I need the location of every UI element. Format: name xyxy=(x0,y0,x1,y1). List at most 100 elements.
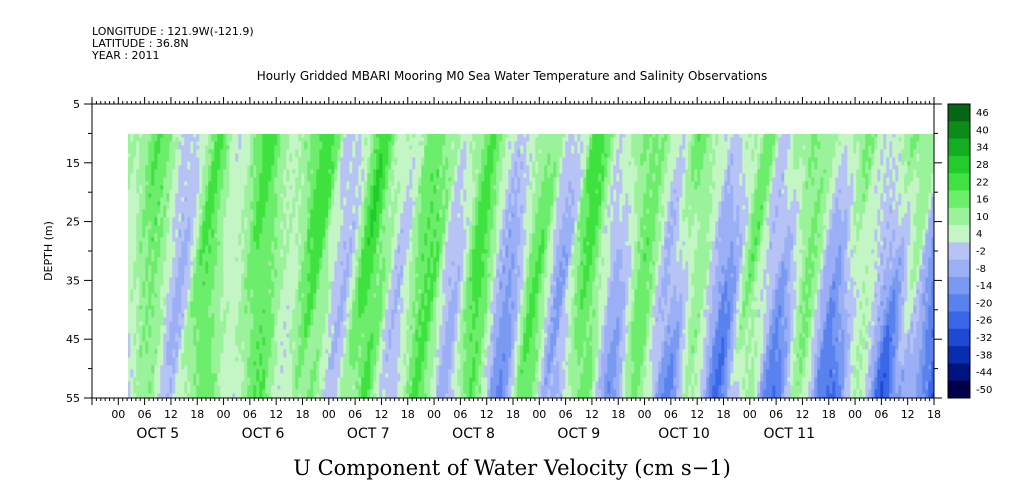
heatmap-cell xyxy=(277,241,281,246)
heatmap-cell xyxy=(151,137,155,142)
heatmap-cell xyxy=(292,253,296,258)
heatmap-cell xyxy=(250,221,254,226)
heatmap-cell xyxy=(211,377,215,382)
heatmap-cell xyxy=(208,381,212,386)
heatmap-cell xyxy=(232,249,236,254)
heatmap-cell xyxy=(217,177,221,182)
heatmap-cell xyxy=(250,341,254,346)
heatmap-cell xyxy=(160,333,164,338)
heatmap-cell xyxy=(223,229,227,234)
heatmap-cell xyxy=(190,293,194,298)
heatmap-cell xyxy=(274,273,278,278)
heatmap-cell xyxy=(199,329,203,334)
heatmap-cell xyxy=(217,381,221,386)
heatmap-cell xyxy=(163,137,167,142)
heatmap-cell xyxy=(172,329,176,334)
heatmap-cell xyxy=(238,337,242,342)
heatmap-cell xyxy=(259,161,263,166)
heatmap-cell xyxy=(292,134,296,138)
heatmap-cell xyxy=(139,349,143,354)
heatmap-cell xyxy=(208,341,212,346)
heatmap-cell xyxy=(226,373,230,378)
heatmap-cell xyxy=(292,393,296,398)
heatmap-cell xyxy=(271,285,275,290)
heatmap-cell xyxy=(274,261,278,266)
heatmap-cell xyxy=(145,377,149,382)
heatmap-cell xyxy=(247,333,251,338)
heatmap-cell xyxy=(304,253,308,258)
heatmap-cell xyxy=(319,185,323,190)
heatmap-cell xyxy=(283,145,287,150)
heatmap-cell xyxy=(256,173,260,178)
heatmap-cell xyxy=(295,157,299,162)
heatmap-cell xyxy=(148,309,152,314)
heatmap-cell xyxy=(259,341,263,346)
heatmap-cell xyxy=(286,301,290,306)
heatmap-cell xyxy=(241,241,245,246)
heatmap-cell xyxy=(148,249,152,254)
heatmap-cell xyxy=(292,285,296,290)
heatmap-cell xyxy=(340,205,344,210)
heatmap-cell xyxy=(223,333,227,338)
heatmap-cell xyxy=(256,137,260,142)
heatmap-cell xyxy=(292,149,296,154)
heatmap-cell xyxy=(178,389,182,394)
heatmap-cell xyxy=(319,321,323,326)
heatmap-cell xyxy=(283,377,287,382)
heatmap-cell xyxy=(211,365,215,370)
heatmap-cell xyxy=(271,213,275,218)
heatmap-cell xyxy=(205,341,209,346)
heatmap-cell xyxy=(283,345,287,350)
heatmap-cell xyxy=(166,245,170,250)
heatmap-cell xyxy=(304,261,308,266)
heatmap-cell xyxy=(205,257,209,262)
heatmap-cell xyxy=(205,333,209,338)
heatmap-cell xyxy=(286,333,290,338)
heatmap-cell xyxy=(217,261,221,266)
heatmap-cell xyxy=(253,377,257,382)
heatmap-cell xyxy=(268,173,272,178)
heatmap-cell xyxy=(232,233,236,238)
heatmap-cell xyxy=(145,365,149,370)
heatmap-cell xyxy=(262,165,266,170)
heatmap-cell xyxy=(169,137,173,142)
heatmap-cell xyxy=(238,365,242,370)
heatmap-cell xyxy=(274,177,278,182)
heatmap-cell xyxy=(232,345,236,350)
heatmap-cell xyxy=(199,333,203,338)
heatmap-cell xyxy=(235,349,239,354)
heatmap-cell xyxy=(211,317,215,322)
heatmap-cell xyxy=(169,393,173,398)
heatmap-cell xyxy=(316,205,320,210)
heatmap-cell xyxy=(271,145,275,150)
heatmap-cell xyxy=(133,249,137,254)
heatmap-cell xyxy=(166,357,170,362)
heatmap-cell xyxy=(199,337,203,342)
heatmap-cell xyxy=(265,277,269,282)
heatmap-cell xyxy=(217,325,221,330)
heatmap-cell xyxy=(223,317,227,322)
heatmap-cell xyxy=(128,237,131,242)
heatmap-cell xyxy=(223,197,227,202)
heatmap-cell xyxy=(214,293,218,298)
heatmap-cell xyxy=(151,393,155,398)
heatmap-cell xyxy=(217,333,221,338)
heatmap-cell xyxy=(337,141,341,146)
heatmap-cell xyxy=(232,193,236,198)
heatmap-cell xyxy=(151,353,155,358)
heatmap-cell xyxy=(256,381,260,386)
heatmap-cell xyxy=(133,157,137,162)
heatmap-cell xyxy=(304,197,308,202)
heatmap-cell xyxy=(253,309,257,314)
heatmap-cell xyxy=(295,265,299,270)
heatmap-cell xyxy=(157,333,161,338)
heatmap-cell xyxy=(274,225,278,230)
heatmap-cell xyxy=(241,369,245,374)
heatmap-cell xyxy=(124,341,127,345)
heatmap-cell xyxy=(310,157,314,162)
heatmap-cell xyxy=(226,385,230,390)
heatmap-cell xyxy=(208,173,212,178)
heatmap-cell xyxy=(274,389,278,394)
heatmap-cell xyxy=(334,201,338,206)
heatmap-cell xyxy=(232,321,236,326)
